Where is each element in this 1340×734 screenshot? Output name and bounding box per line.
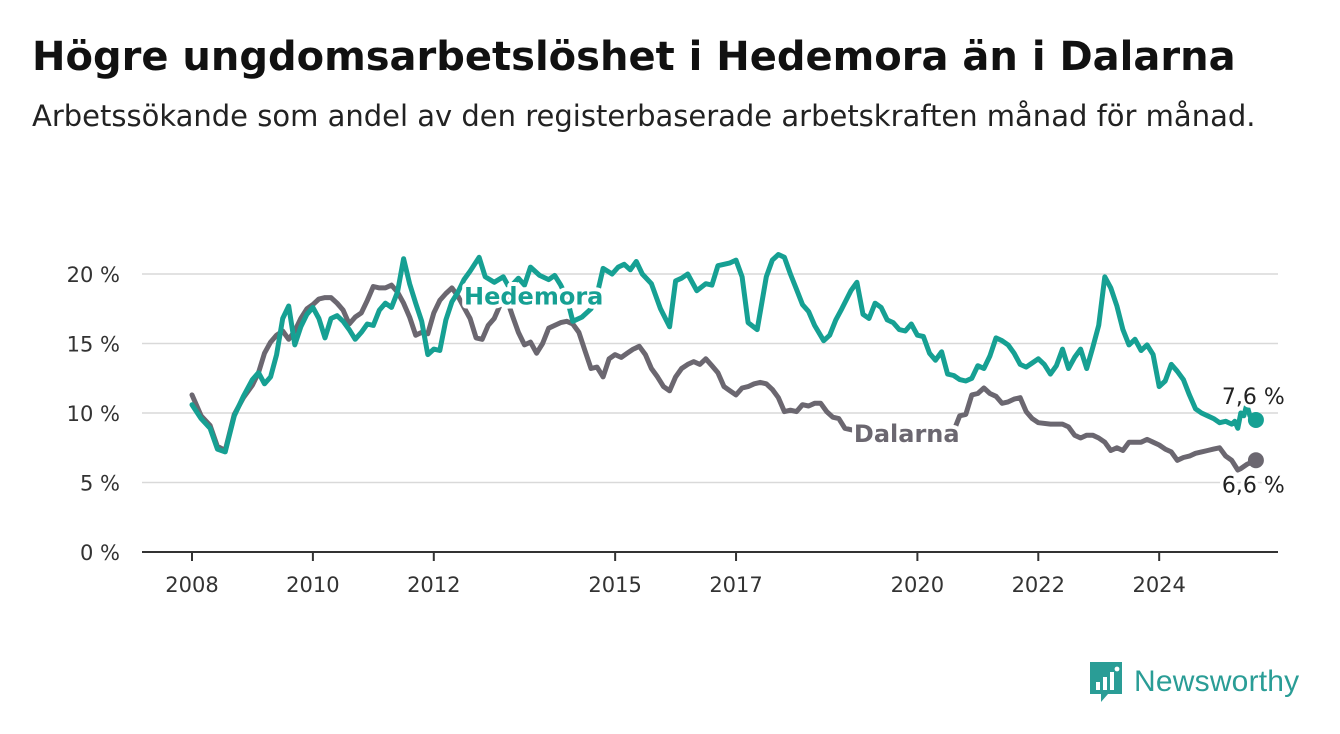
x-tick-label: 2024 <box>1132 573 1185 597</box>
x-tick-label: 2022 <box>1012 573 1065 597</box>
x-tick-label: 2008 <box>165 573 218 597</box>
x-tick-label: 2017 <box>709 573 762 597</box>
line-chart: 0 %5 %10 %15 %20 % 2008 2010 2012 2015 2017 2… <box>66 252 1288 597</box>
newsworthy-brand[interactable]: Newsworthy <box>1088 660 1299 704</box>
y-tick-label: 15 % <box>67 333 120 357</box>
brand-name: Newsworthy <box>1134 665 1300 698</box>
newsworthy-logo-icon <box>1090 662 1122 702</box>
series-line-dalarna <box>189 282 1259 473</box>
x-tick-label: 2020 <box>891 573 944 597</box>
chart-subtitle: Arbetssökande som andel av den registerb… <box>32 99 1256 133</box>
y-tick-label: 20 % <box>67 263 120 287</box>
x-axis-ticks: 2008 2010 2012 2015 2017 2020 2022 2024 <box>165 552 1186 597</box>
y-tick-label: 0 % <box>80 541 120 565</box>
end-point-dalarna <box>1247 452 1264 469</box>
series-label-hedemora: Hedemora <box>464 283 603 311</box>
y-axis-ticks: 0 % 5 % 10 % 15 % 20 % <box>67 263 120 565</box>
series-label-halo: Hedemora <box>464 283 603 311</box>
series-lines <box>189 252 1264 473</box>
series-label-dalarna: Dalarna <box>854 420 960 448</box>
y-tick-label: 10 % <box>67 402 120 426</box>
series-label-halo: Dalarna <box>854 420 960 448</box>
end-point-hedemora <box>1247 411 1264 428</box>
x-tick-label: 2012 <box>407 573 460 597</box>
end-value-label-dalarna: 6,6 % <box>1222 473 1285 498</box>
x-tick-label: 2010 <box>286 573 339 597</box>
end-value-label-hedemora: 7,6 % <box>1222 385 1285 410</box>
end-label-halo: 6,6 % <box>1222 473 1285 498</box>
chart-title: Högre ungdomsarbetslöshet i Hedemora än … <box>32 34 1236 80</box>
x-tick-label: 2015 <box>588 573 641 597</box>
y-tick-label: 5 % <box>80 472 120 496</box>
end-label-halo: 7,6 % <box>1222 385 1285 410</box>
series-line-hedemora <box>189 252 1259 455</box>
gridlines <box>142 273 1278 484</box>
